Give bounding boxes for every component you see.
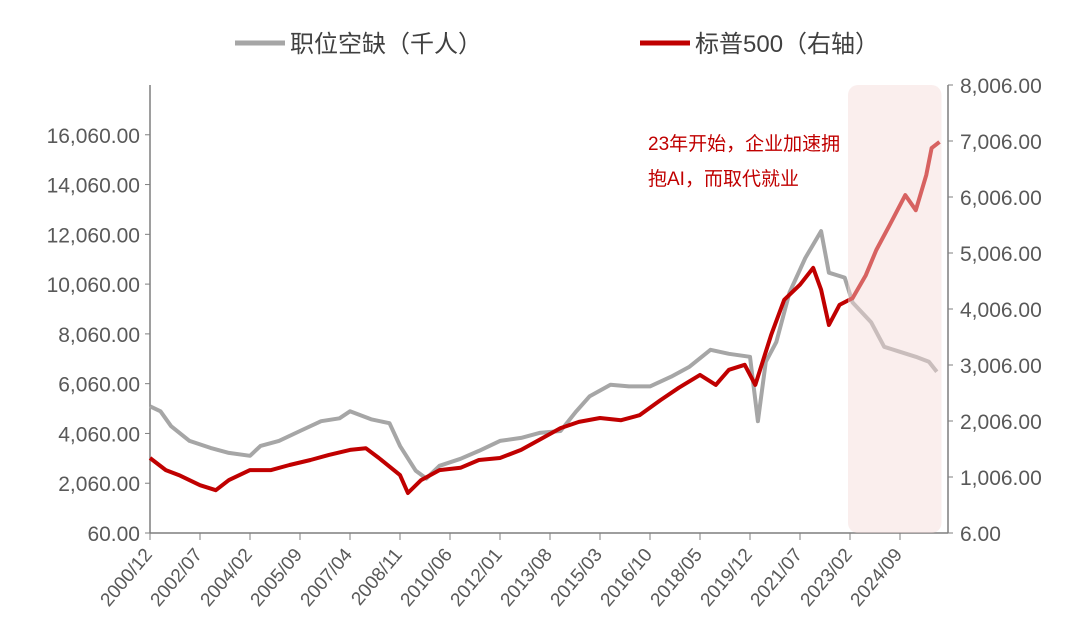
x-tick-label: 2002/07 [147,545,207,611]
y-left-tick-label: 4,060.00 [58,423,140,446]
x-tick-label: 2013/08 [497,545,557,611]
x-tick-label: 2016/10 [597,545,657,611]
y-right-tick-label: 1,006.00 [960,467,1042,490]
x-tick-label: 2023/02 [797,545,857,611]
highlight-region [848,85,942,533]
y-left-tick-label: 2,060.00 [58,473,140,496]
x-tick-label: 2012/01 [447,545,507,611]
x-tick-label: 2005/09 [247,545,307,611]
y-right-tick-label: 8,006.00 [960,75,1042,98]
x-tick-label: 2015/03 [547,545,607,611]
y-left-tick-label: 60.00 [87,523,140,546]
legend: 职位空缺（千人） 标普500（右轴） [235,31,879,58]
y-left-tick-label: 10,060.00 [47,274,140,297]
x-tick-label: 2004/02 [197,545,257,611]
annotation-line-2: 抱AI，而取代就业 [648,168,799,190]
y-left-tick-label: 16,060.00 [47,125,140,148]
y-left-tick-label: 6,060.00 [58,374,140,397]
y-right-tick-label: 5,006.00 [960,243,1042,266]
legend-label-job-openings: 职位空缺（千人） [290,31,482,58]
x-tick-label: 2008/11 [347,545,406,610]
x-tick-label: 2010/06 [397,545,457,611]
x-tick-label: 2019/12 [697,545,757,611]
annotation-line-1: 23年开始，企业加速拥 [648,133,840,155]
y-left-tick-label: 12,060.00 [47,224,140,247]
y-right-tick-label: 6,006.00 [960,187,1042,210]
x-tick-label: 2007/04 [297,544,358,610]
y-right-tick-label: 7,006.00 [960,131,1042,154]
x-tick-label: 2000/12 [97,545,157,611]
x-tick-label: 2024/09 [847,545,907,611]
sp500-line [148,140,941,495]
y-right-tick-label: 2,006.00 [960,411,1042,434]
x-tick-label: 2021/07 [747,545,807,611]
y-left-tick-label: 8,060.00 [58,324,140,347]
x-tick-label: 2018/05 [647,545,707,611]
y-right-tick-label: 6.00 [960,523,1001,546]
legend-label-sp500: 标普500（右轴） [695,31,879,58]
y-right-tick-label: 4,006.00 [960,299,1042,322]
y-right-tick-label: 3,006.00 [960,355,1042,378]
y-left-tick-label: 14,060.00 [47,175,140,198]
job-openings-line [149,229,939,481]
